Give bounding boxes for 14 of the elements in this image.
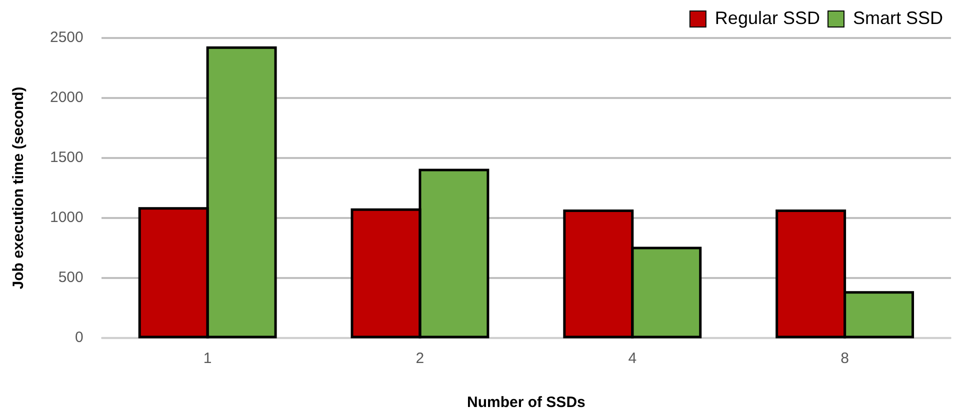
x-tick-label: 1 bbox=[203, 350, 212, 368]
y-tick-label: 1500 bbox=[50, 149, 84, 166]
y-tick-label: 500 bbox=[58, 269, 84, 286]
x-tick-label: 8 bbox=[840, 350, 849, 368]
y-axis-title: Job execution time (second) bbox=[10, 86, 28, 290]
legend-label: Regular SSD bbox=[714, 8, 820, 28]
x-axis-title: Number of SSDs bbox=[467, 394, 586, 412]
y-tick-label: 2500 bbox=[50, 29, 84, 46]
x-tick-label: 4 bbox=[628, 350, 637, 368]
y-tick-label: 2000 bbox=[50, 89, 84, 106]
y-tick-label: 1000 bbox=[50, 209, 84, 226]
legend-label: Smart SSD bbox=[852, 8, 944, 28]
x-tick-label: 2 bbox=[416, 350, 424, 368]
y-tick-label: 0 bbox=[75, 329, 84, 346]
